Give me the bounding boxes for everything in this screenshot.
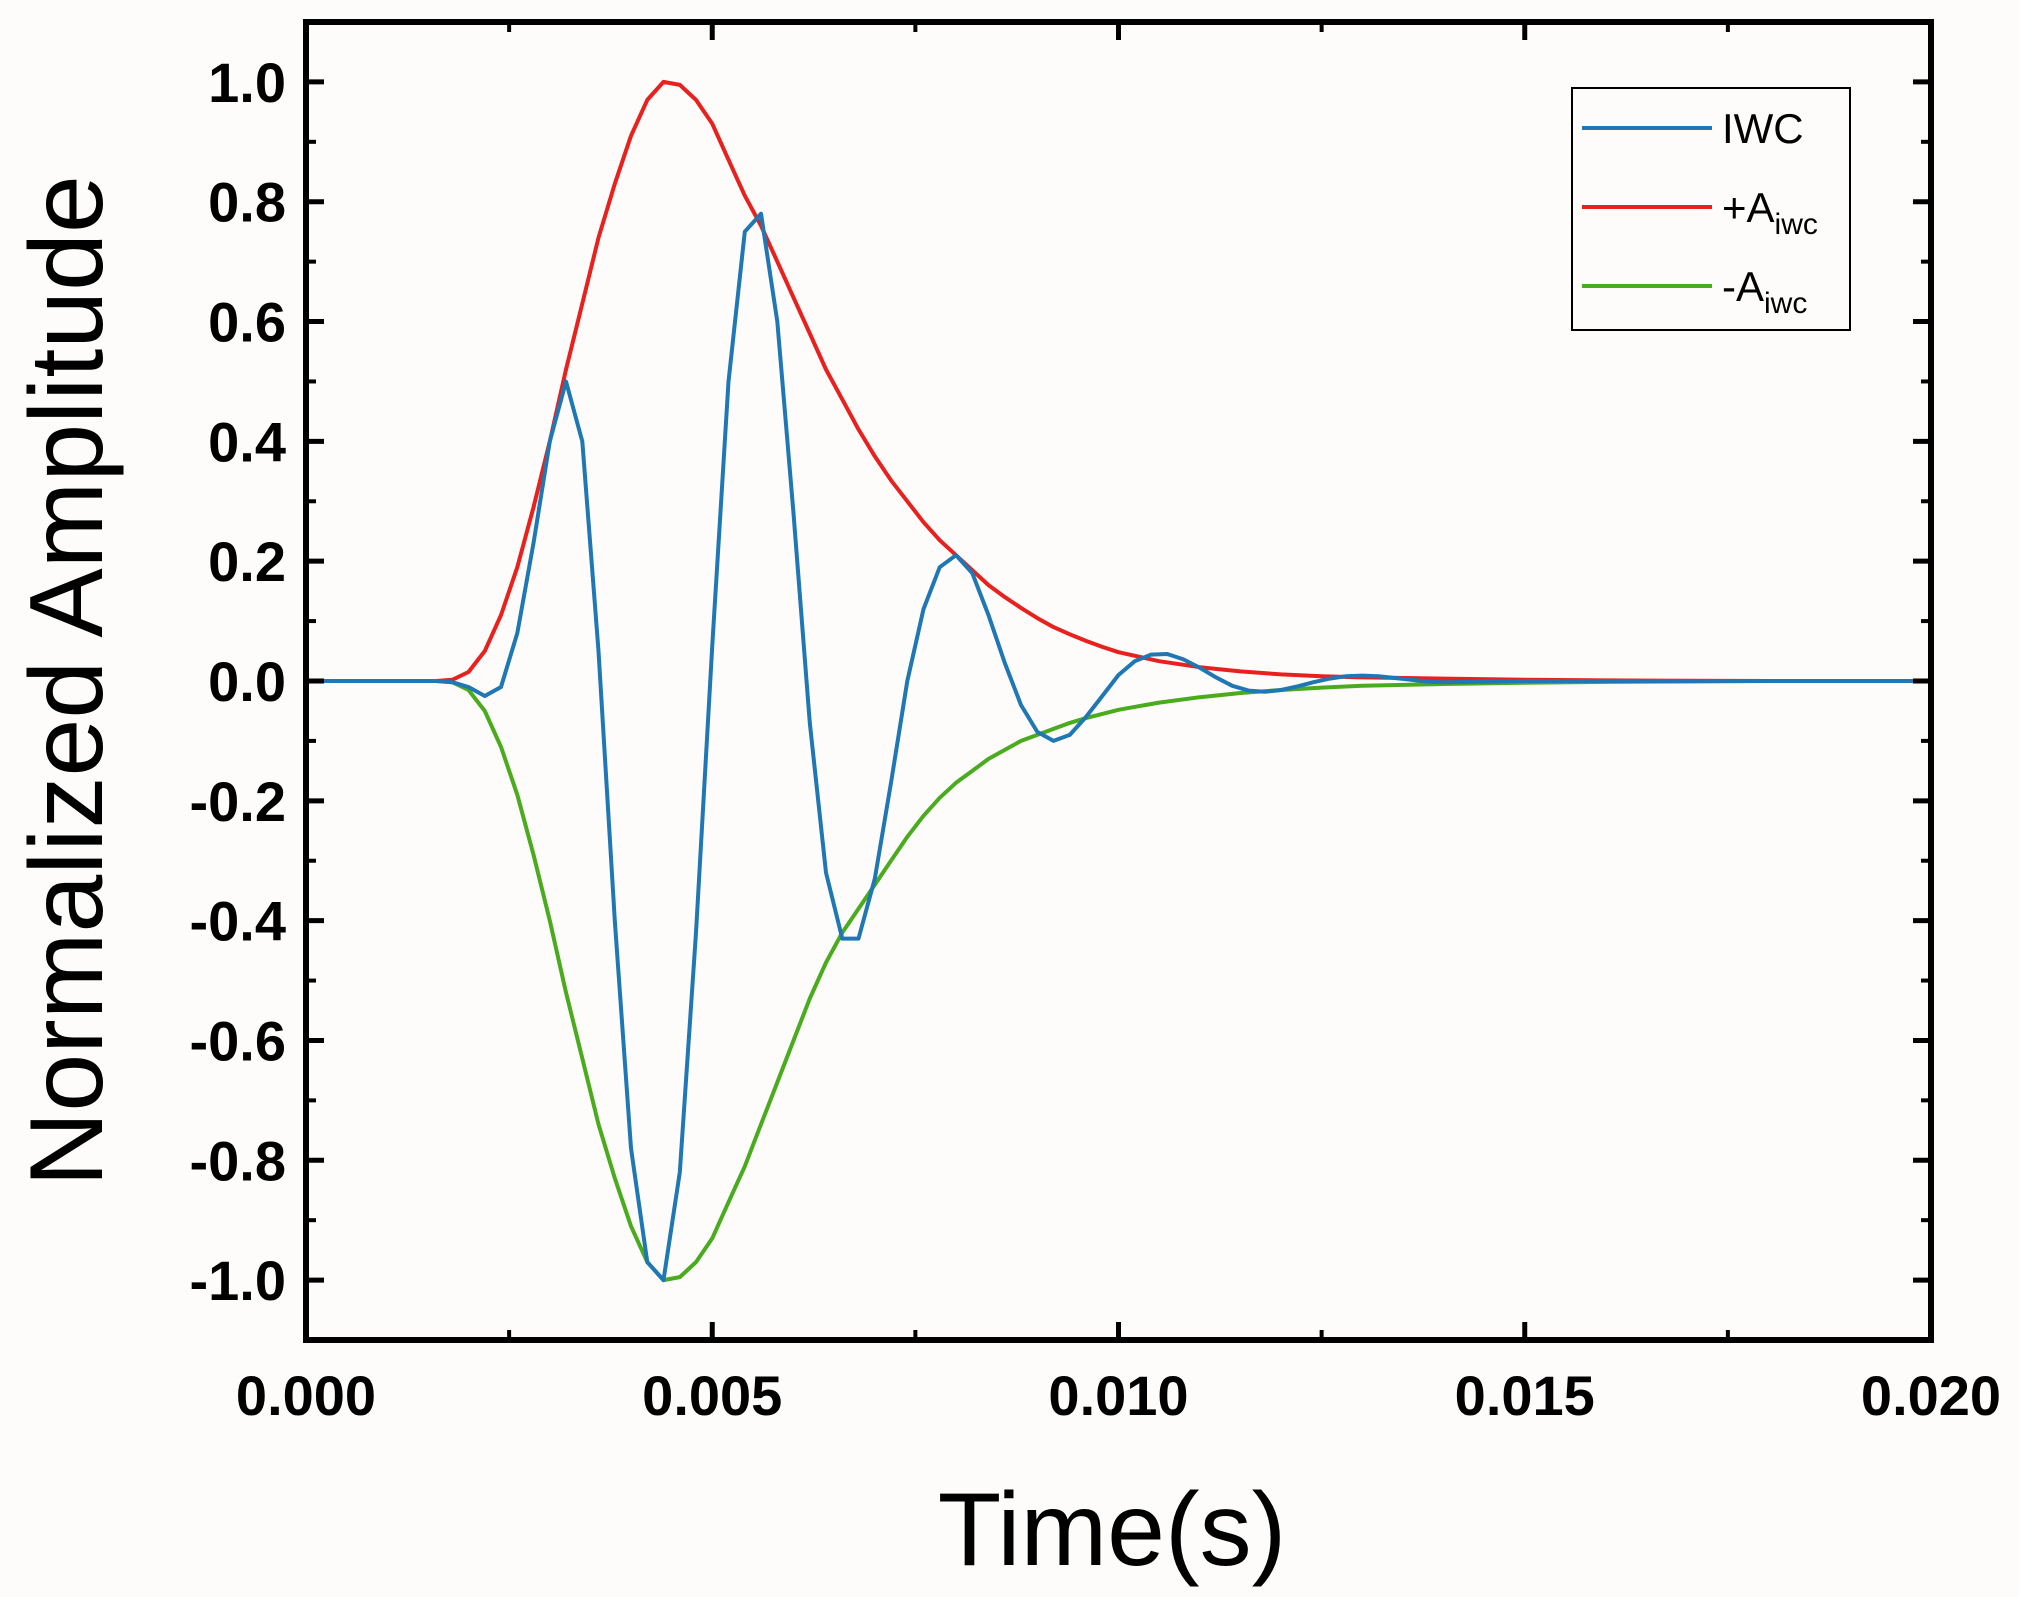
y-tick-label: -0.8 xyxy=(190,1129,287,1192)
y-tick-label: 1.0 xyxy=(208,51,286,114)
x-tick-label: 0.015 xyxy=(1455,1364,1595,1427)
series-line-plus-a-iwc xyxy=(304,79,1933,683)
legend-label-subscript: iwc xyxy=(1775,208,1818,241)
x-tick-label: 0.010 xyxy=(1048,1364,1188,1427)
x-tick-label: 0.000 xyxy=(236,1364,376,1427)
x-tick-label: 0.020 xyxy=(1861,1364,2001,1427)
legend-label-subscript: iwc xyxy=(1764,287,1807,320)
y-tick-label: 0.4 xyxy=(208,410,286,473)
x-tick-label: 0.005 xyxy=(642,1364,782,1427)
y-tick-label: -0.2 xyxy=(190,770,287,833)
series-line-minus-a-iwc xyxy=(304,679,1933,1283)
y-tick-label: 0.6 xyxy=(208,291,286,354)
x-axis-title: Time(s) xyxy=(938,1472,1287,1588)
y-tick-label: -0.6 xyxy=(190,1009,287,1072)
y-tick-label: 0.0 xyxy=(208,650,286,713)
plot-frame xyxy=(303,19,1934,1343)
y-tick-label: -1.0 xyxy=(190,1249,287,1312)
y-tick-label: -0.4 xyxy=(190,890,287,953)
tick-label-layer: -1.0 -0.8 -0.6 -0.4 -0.2 0.0 0.2 0.4 0.6 0.8 1.0 0.… xyxy=(190,51,2002,1427)
y-tick-label: 0.8 xyxy=(208,171,286,234)
legend-label: IWC xyxy=(1722,105,1804,152)
legend: IWC+Aiwc-Aiwc xyxy=(1571,87,1851,331)
series-line-iwc xyxy=(304,211,1933,1283)
series-layer xyxy=(304,79,1933,1283)
y-tick-label: 0.2 xyxy=(208,530,286,593)
y-axis-title: Normalized Amplitude xyxy=(9,175,125,1187)
